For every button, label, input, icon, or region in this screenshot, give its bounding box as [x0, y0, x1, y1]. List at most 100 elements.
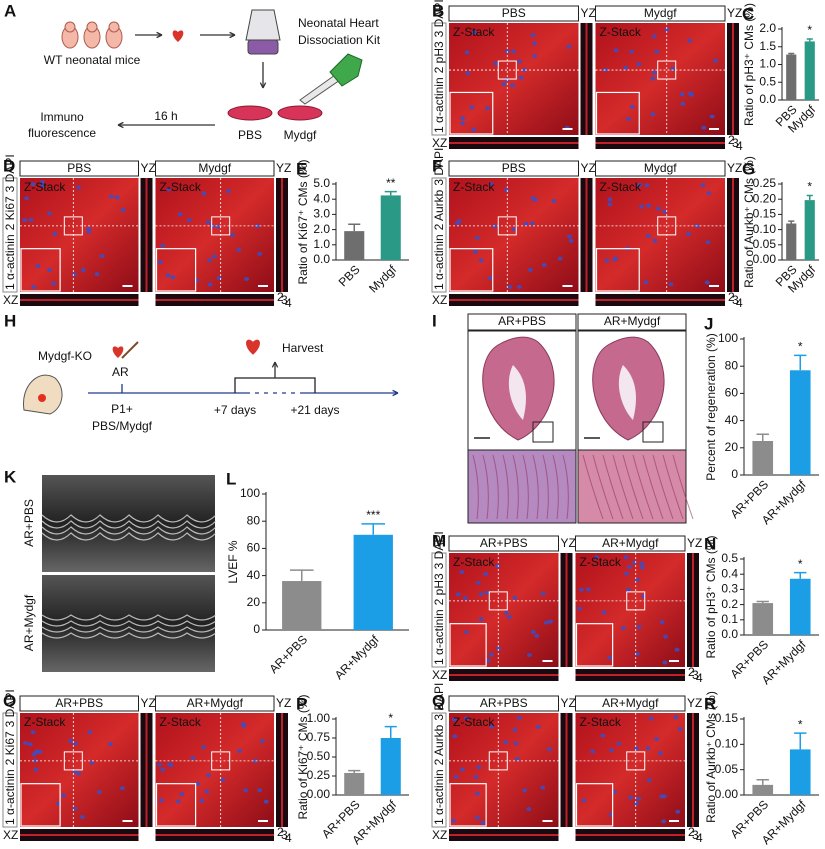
nucleus — [476, 765, 482, 770]
z-stack-label: Z-Stack — [24, 715, 66, 729]
axis-key: 4 — [736, 139, 743, 153]
heart-icon — [112, 346, 124, 358]
nucleus — [166, 187, 172, 192]
y-axis-label: LVEF % — [226, 540, 240, 583]
nucleus — [706, 191, 712, 196]
treatment-label: P1+ — [111, 402, 133, 416]
nucleus — [700, 183, 706, 188]
yz-label: YZ — [687, 536, 702, 550]
y-axis-label: Ratio of Aurkb⁺ CMs (%) — [742, 156, 756, 288]
nucleus — [207, 282, 213, 287]
wall-trace — [41, 520, 217, 529]
nucleus — [604, 258, 610, 263]
nucleus — [532, 41, 538, 46]
nucleus — [257, 788, 263, 793]
fiber — [562, 454, 569, 520]
zoom-box — [532, 421, 554, 443]
nucleus — [623, 555, 629, 560]
inset — [155, 783, 197, 827]
inset — [155, 248, 197, 292]
nucleus — [89, 760, 95, 765]
dish-label: PBS — [238, 128, 262, 142]
y-tick-label: 0.0 — [313, 252, 330, 266]
condition-label: AR+Mydgf — [22, 594, 36, 651]
nucleus — [30, 182, 36, 187]
axis-key: 3 — [692, 828, 699, 842]
panel-letter: E — [296, 159, 307, 178]
axis-key: 3 — [692, 668, 699, 682]
panel-letter: B — [432, 1, 444, 20]
nucleus — [687, 38, 693, 43]
stain-strip — [2, 712, 18, 828]
inset — [449, 783, 487, 827]
y-tick-label: 80 — [247, 513, 261, 527]
xz-label: XZ — [3, 828, 18, 842]
panel-letter: K — [4, 467, 17, 486]
kit-label: Neonatal Heart — [298, 16, 379, 30]
nucleus — [646, 778, 652, 783]
nucleus — [252, 758, 258, 763]
nucleus — [190, 755, 196, 760]
y-tick-label: 5.0 — [313, 176, 330, 190]
significance: * — [798, 717, 803, 731]
zoom-box — [642, 421, 664, 443]
roi-box — [211, 216, 231, 236]
nucleus — [637, 182, 643, 187]
y-tick-label: 0.15 — [715, 711, 739, 725]
nucleus — [633, 746, 639, 751]
nucleus — [485, 106, 491, 111]
nucleus — [514, 757, 520, 762]
nucleus — [463, 596, 469, 601]
pipette — [299, 74, 341, 105]
condition-header — [575, 535, 686, 552]
nucleus — [629, 49, 635, 54]
nucleus — [607, 197, 613, 202]
nucleus — [655, 206, 661, 211]
axis-key: 2 — [277, 825, 284, 839]
nucleus — [551, 198, 557, 203]
nucleus — [638, 204, 644, 209]
yz-label: YZ — [276, 696, 291, 710]
y-tick-label: 40 — [725, 413, 739, 427]
yz-label: YZ — [561, 696, 576, 710]
error-bar — [794, 732, 807, 750]
nucleus — [504, 610, 510, 615]
nucleus — [522, 67, 528, 72]
nucleus — [80, 268, 86, 273]
y-axis-label: Ratio of Ki67⁺ CMs (%) — [296, 159, 310, 284]
y-tick-label: 0.2 — [721, 597, 738, 611]
nucleus — [640, 594, 646, 599]
nucleus — [661, 819, 667, 824]
nucleus — [474, 235, 480, 240]
condition-header — [595, 160, 726, 177]
axis-key: 4 — [736, 296, 743, 310]
nucleus — [157, 260, 163, 265]
fiber — [512, 454, 519, 520]
z-stack-label: Z-Stack — [453, 25, 495, 39]
panel-letter: N — [704, 534, 716, 553]
panel-letter: A — [4, 1, 16, 20]
time-label: +7 days — [214, 403, 256, 417]
stain-label: 1 α-actinin — [432, 77, 446, 133]
nucleus — [516, 59, 522, 64]
y-tick-label: 2.0 — [759, 21, 776, 35]
stain-label: 1 α-actinin — [432, 609, 446, 665]
nucleus — [601, 610, 607, 615]
roi-box — [488, 751, 508, 771]
fiber — [532, 454, 539, 520]
nucleus — [263, 799, 269, 804]
fiber — [542, 454, 549, 520]
panel-letter: R — [704, 694, 716, 713]
nucleus — [46, 268, 52, 273]
nucleus — [643, 280, 649, 285]
nucleus — [32, 758, 38, 763]
yz-label: YZ — [687, 696, 702, 710]
mouse-head — [108, 21, 120, 33]
nucleus — [629, 104, 635, 109]
nucleus — [99, 253, 105, 258]
nucleus — [623, 571, 629, 576]
nucleus — [487, 276, 493, 281]
nucleus — [511, 227, 517, 232]
error-bar — [806, 38, 813, 42]
